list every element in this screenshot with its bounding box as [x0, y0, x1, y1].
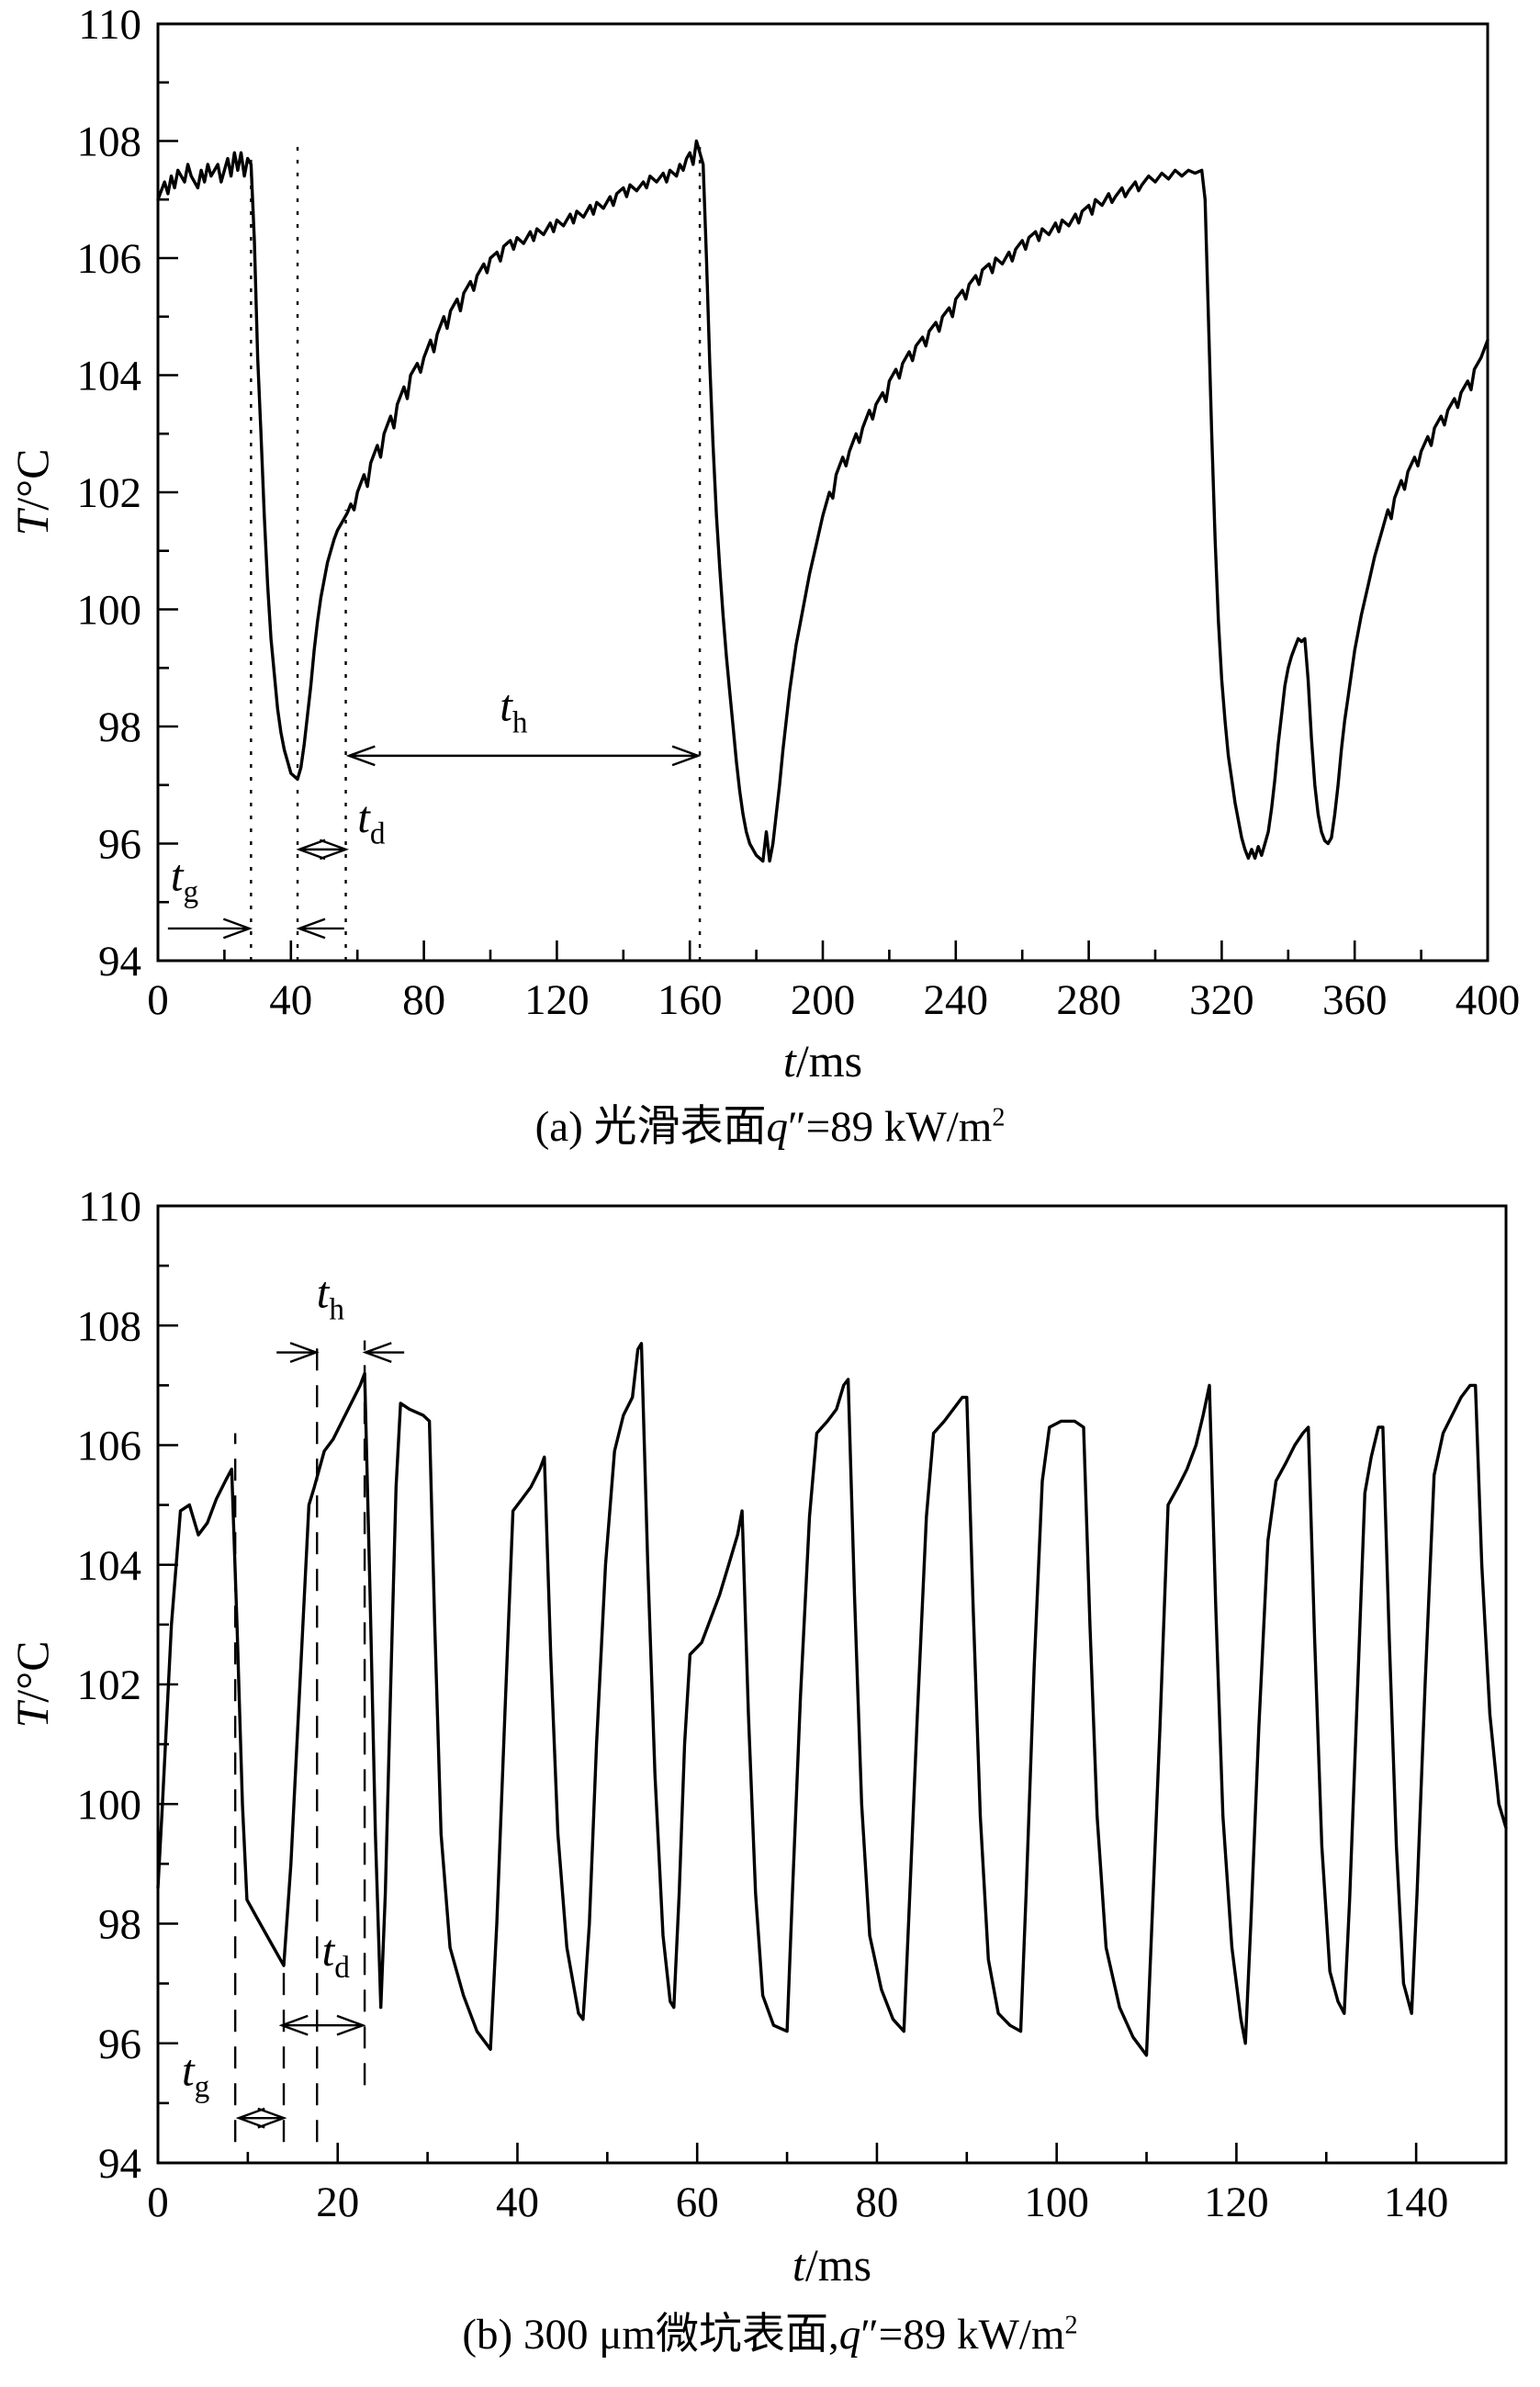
svg-text:100: 100 [77, 587, 142, 635]
svg-text:106: 106 [77, 235, 142, 283]
svg-text:102: 102 [77, 1661, 142, 1709]
svg-text:T/°C: T/°C [6, 1640, 58, 1728]
svg-text:140: 140 [1384, 2179, 1449, 2226]
chart-a-canvas: 0 40 80 120 160 200 240 280 320 360 400 94 96 98 100 10… [0, 0, 1540, 1095]
svg-text:104: 104 [77, 353, 142, 400]
svg-text:tg: tg [182, 2044, 210, 2104]
svg-text:160: 160 [658, 976, 723, 1024]
svg-text:106: 106 [77, 1422, 142, 1469]
svg-text:102: 102 [77, 469, 142, 517]
svg-text:94: 94 [98, 938, 141, 985]
chart-b-caption: (b) 300 μm微坑表面,q″=89 kW/m2 [462, 2310, 1078, 2359]
svg-text:120: 120 [524, 976, 590, 1024]
svg-text:60: 60 [676, 2179, 719, 2226]
svg-text:T/°C: T/°C [6, 448, 58, 535]
svg-text:th: th [500, 681, 528, 740]
svg-text:108: 108 [77, 1302, 142, 1350]
svg-text:40: 40 [269, 976, 312, 1024]
svg-text:th: th [317, 1267, 345, 1326]
svg-text:98: 98 [98, 1900, 141, 1948]
svg-text:0: 0 [147, 2179, 169, 2226]
svg-text:110: 110 [78, 1, 141, 49]
svg-text:100: 100 [77, 1781, 142, 1829]
chart-a: 0 40 80 120 160 200 240 280 320 360 400 94 96 98 100 10… [0, 0, 1540, 1154]
svg-text:200: 200 [791, 976, 856, 1024]
svg-text:94: 94 [98, 2140, 141, 2188]
svg-text:t/ms: t/ms [792, 2239, 871, 2291]
svg-text:0: 0 [147, 976, 169, 1024]
svg-text:t/ms: t/ms [783, 1035, 862, 1087]
svg-text:40: 40 [496, 2179, 539, 2226]
svg-text:td: td [322, 1925, 351, 1985]
svg-text:96: 96 [98, 2021, 141, 2068]
chart-b: 0 20 40 60 80 100 120 140 94 96 98 100 102 104 106 108 1… [0, 1154, 1540, 2362]
svg-text:100: 100 [1024, 2179, 1089, 2226]
svg-text:240: 240 [924, 976, 989, 1024]
svg-text:104: 104 [77, 1542, 142, 1590]
svg-text:120: 120 [1204, 2179, 1269, 2226]
svg-text:400: 400 [1456, 976, 1521, 1024]
svg-text:tg: tg [171, 850, 199, 910]
chart-b-canvas: 0 20 40 60 80 100 120 140 94 96 98 100 102 104 106 108 1… [0, 1154, 1540, 2303]
svg-text:20: 20 [316, 2179, 359, 2226]
svg-text:320: 320 [1189, 976, 1254, 1024]
svg-text:360: 360 [1322, 976, 1388, 1024]
svg-text:110: 110 [78, 1183, 141, 1231]
svg-text:80: 80 [855, 2179, 898, 2226]
svg-text:280: 280 [1056, 976, 1121, 1024]
chart-a-caption: (a) 光滑表面q″=89 kW/m2 [534, 1103, 1006, 1151]
svg-text:td: td [357, 792, 386, 851]
svg-text:80: 80 [402, 976, 445, 1024]
svg-text:96: 96 [98, 821, 141, 869]
svg-text:98: 98 [98, 704, 141, 751]
svg-text:108: 108 [77, 118, 142, 166]
